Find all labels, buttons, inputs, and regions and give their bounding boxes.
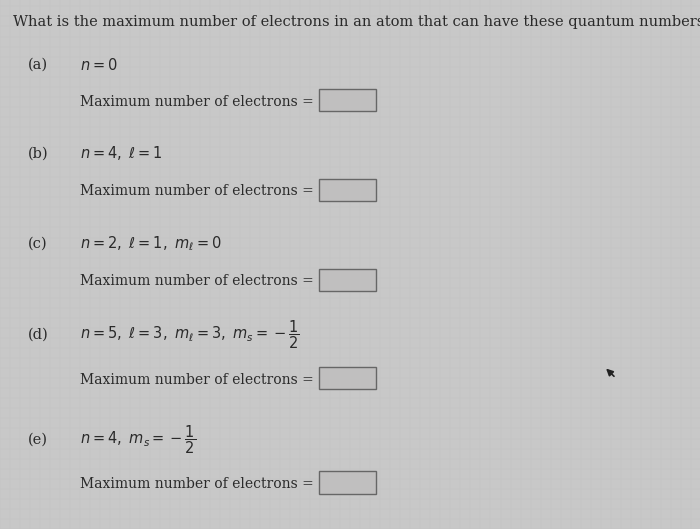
Text: (d): (d) [28,327,49,341]
Text: $n = 4,\ \ell = 1$: $n = 4,\ \ell = 1$ [80,144,163,162]
Text: Maximum number of electrons =: Maximum number of electrons = [80,373,314,387]
FancyBboxPatch shape [318,89,376,111]
Text: (e): (e) [28,433,48,447]
Text: $n = 0$: $n = 0$ [80,57,118,72]
Text: Maximum number of electrons =: Maximum number of electrons = [80,185,314,198]
Text: $n = 5,\ \ell = 3,\ m_{\ell} = 3,\ m_s = -\dfrac{1}{2}$: $n = 5,\ \ell = 3,\ m_{\ell} = 3,\ m_s =… [80,318,300,351]
Text: Maximum number of electrons =: Maximum number of electrons = [80,275,314,288]
Text: (c): (c) [28,236,48,250]
Text: (a): (a) [28,58,48,71]
Text: $n = 2,\ \ell = 1,\ m_{\ell} = 0$: $n = 2,\ \ell = 1,\ m_{\ell} = 0$ [80,234,222,253]
Text: What is the maximum number of electrons in an atom that can have these quantum n: What is the maximum number of electrons … [13,15,700,29]
Text: Maximum number of electrons =: Maximum number of electrons = [80,95,314,108]
FancyBboxPatch shape [318,471,376,494]
Text: $n = 4,\ m_s = -\dfrac{1}{2}$: $n = 4,\ m_s = -\dfrac{1}{2}$ [80,424,197,457]
Text: Maximum number of electrons =: Maximum number of electrons = [80,477,314,491]
FancyBboxPatch shape [318,367,376,389]
Text: (b): (b) [28,147,48,160]
FancyBboxPatch shape [318,179,376,201]
FancyBboxPatch shape [318,269,376,291]
